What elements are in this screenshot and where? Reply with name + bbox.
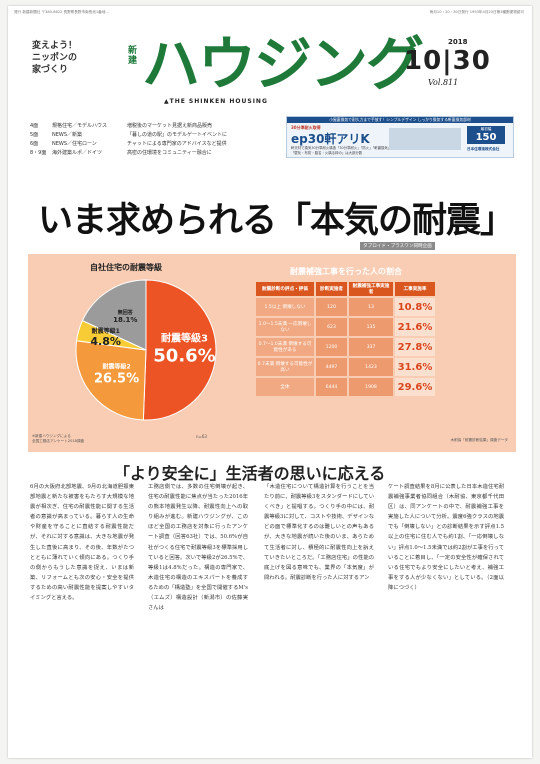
newspaper-page: 発行 新建新聞社 〒380-8622 長野県長野市南長池1番地... 毎月10・… [8,6,532,758]
table-cell: 1908 [349,378,393,396]
ad-desc: 軒天材で換気30分準耐火構造「30分準耐火」「防火」「軒裏換気」 [291,146,392,150]
issue-date: 10|30 [404,46,491,76]
chart-panel: 自社住宅の耐震等級 耐震等級3 50.6% 耐震等級2 26.5% 耐震等級1 4.8% 無… [28,254,516,452]
table-title: 耐震補強工事を行った人の割合 [290,267,402,276]
table-cell: 4497 [316,358,347,376]
feature-tag: タブロイド・プラスワン同時企画 [360,242,435,250]
table-cell: 10.8% [395,298,435,316]
ad-header: 小屋裏換気で耐久力まで手放す！シンプルデザイン しっかり換気する軒裏換気部材 [287,117,513,123]
ad-strip: 30分準耐火取得 [291,125,321,130]
table-cell: 全体 [256,378,314,396]
pie-n: n=63 [196,434,207,439]
logo-shinken: 新建 [128,46,138,66]
section-headline: 「より安全に」生活者の思いに応える [114,464,386,483]
feature-headline: いま求められる「本気の耐震」 [38,201,515,241]
pie-slice-label: 無回答 [118,309,134,316]
publisher-info: 発行 新建新聞社 〒380-8622 長野県長野市南長池1番地... [14,10,109,14]
table-cell: 120 [316,298,347,316]
pie-slice-label: 耐震等級1 [92,327,120,335]
ad-product: ep30軒アリK [291,132,370,146]
table-cell: 135 [349,318,393,336]
table-cell: 623 [316,318,347,336]
table-cell: 31.6% [395,358,435,376]
masthead-logo: ハウジング [142,30,424,98]
table-row: 0.7〜1.0未満 倒壊する可能性がある 1200 337 27.8% [256,338,435,356]
pie-slice-value: 50.6% [153,346,215,367]
advertisement: 小屋裏換気で耐久力まで手放す！シンプルデザイン しっかり換気する軒裏換気部材 3… [286,116,514,158]
table-header-cell: 耐震補強工事実施者 [349,282,393,296]
ad-company: 日本住環境株式会社 [467,147,500,151]
pie-slice [81,279,147,351]
year: 2018 [448,38,468,46]
table-cell: 21.6% [395,318,435,336]
toc-item: 8・9面 海外建築ルポ／ドイツ 高密の住環境をコミュニティー融合に [30,150,212,156]
pie-title: 自社住宅の耐震等級 [90,263,162,272]
table-cell: 1200 [316,338,347,356]
table-source: 木耐協「耐震診断結果」調査データ [450,438,509,442]
table-cell: 337 [349,338,393,356]
pie-slice-label: 耐震等級2 [102,362,130,370]
pie-slice [142,279,217,421]
toc-item: 5面 NEWS／新築 「暮しの道の駅」のモデルゲートイベントに [30,132,228,138]
pie-note: ※新建ハウジングによる 全国工務店アンケート2018調査 [32,434,85,443]
issue-info: 毎月10・20・30日発行 1993年4月20日第3種郵便物認可 [429,10,524,14]
table-cell: 6444 [316,378,347,396]
table-row: 全体 6444 1908 29.6% [256,378,435,396]
ad-product-image [389,128,461,150]
table-header-cell: 耐震診断の評点・評価 [256,282,314,296]
toc-item: 4面 規格住宅／モデルハウス 増税後のマーケット見据え新商品販売 [30,123,213,129]
table-cell: 29.6% [395,378,435,396]
house-icon: ▲ [164,98,170,105]
table-header-cell: 工事実施率 [395,282,435,296]
table-cell: 1.0〜1.5未満 一応倒壊しない [256,318,314,336]
table-cell: 1423 [349,358,393,376]
pie-slice-value: 18.1% [113,316,137,324]
table-cell: 1.5以上 倒壊しない [256,298,314,316]
slogan: 変えよう！ ニッポンの 家づくり [32,41,78,75]
retrofit-table: 耐震診断の評点・評価 診断実施者 耐震補強工事実施者 工事実施率 1.5以上 倒壊しな… [254,280,437,398]
volume: Vol.811 [428,78,459,87]
pie-slice [75,340,147,421]
ad-note: 「壁化・布防・脳名・火構る粋の」は大部分数 [291,151,363,155]
ad-badge: 最初幅 150 [467,126,505,144]
table-header-cell: 診断実施者 [316,282,347,296]
article-column-3: 「木造住宅について構造計算を行うことを当たり前に、耐震等級3をスタンダードにして… [264,484,374,581]
table-cell: 13 [349,298,393,316]
pie-slice-value: 4.8% [90,335,121,348]
masthead-subtitle: ▲THE SHINKEN HOUSING [164,98,268,105]
table-cell: 0.7未満 倒壊する可能性が高い [256,358,314,376]
table-row: 1.5以上 倒壊しない 120 13 10.8% [256,298,435,316]
table-cell: 27.8% [395,338,435,356]
article-column-4: ケート調査結果を8月に公表した日本木造住宅耐震補強事業者協同組合（木耐協、東京都… [388,484,504,591]
pie-slice-label: 耐震等級3 [161,332,208,345]
table-cell: 0.7〜1.0未満 倒壊する可能性がある [256,338,314,356]
table-row: 1.0〜1.5未満 一応倒壊しない 623 135 21.6% [256,318,435,336]
pie-slice-value: 26.5% [94,372,139,387]
table-of-contents: 4面 規格住宅／モデルハウス 増税後のマーケット見据え新商品販売 5面 NEWS／新築… [30,122,280,158]
toc-item: 6面 NEWS／住宅ローン チャットによる専門家のアドバイスなど提供 [30,141,227,147]
table-row: 0.7未満 倒壊する可能性が高い 4497 1423 31.6% [256,358,435,376]
article-column-2: 工務店側では、多数の住宅倒壊が起き、住宅の耐震性能に焦点が当たった2016年の熊… [148,484,248,612]
article-column-1: 6月の大阪府北部地震、9月の北海道胆振東部地震と新たな被害をもたらす大規模な地震… [30,484,134,602]
